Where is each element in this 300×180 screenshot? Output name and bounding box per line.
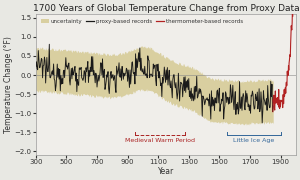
Text: Medieval Warm Period: Medieval Warm Period bbox=[125, 138, 195, 143]
Y-axis label: Temperature Change (°F): Temperature Change (°F) bbox=[4, 36, 13, 133]
X-axis label: Year: Year bbox=[158, 167, 174, 176]
Text: Little Ice Age: Little Ice Age bbox=[233, 138, 274, 143]
Legend: uncertainty, proxy-based records, thermometer-based records: uncertainty, proxy-based records, thermo… bbox=[39, 17, 246, 26]
Title: 1700 Years of Global Temperature Change from Proxy Data: 1700 Years of Global Temperature Change … bbox=[32, 4, 299, 13]
